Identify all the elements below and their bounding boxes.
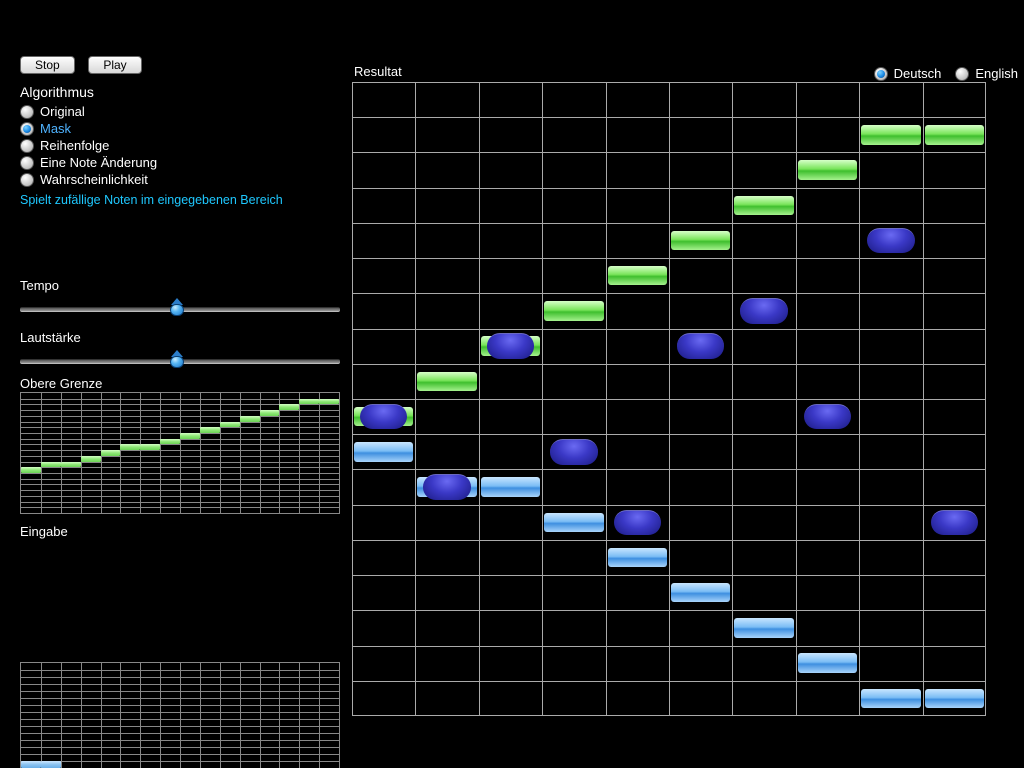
- obere-grenze-bar[interactable]: [120, 444, 140, 450]
- resultat-green-note[interactable]: [925, 125, 984, 144]
- algorithm-options: Original Mask Reihenfolge Eine Note Änderun…: [20, 104, 340, 187]
- radio-icon: [20, 139, 34, 153]
- algorithm-section: Algorithmus Original Mask Reihenfolge Eine …: [20, 84, 340, 207]
- algorithm-heading: Algorithmus: [20, 84, 340, 100]
- volume-section: Lautstärke: [20, 330, 340, 371]
- radio-icon: [20, 173, 34, 187]
- obere-grenze-bar[interactable]: [21, 467, 41, 473]
- obere-grenze-bar[interactable]: [180, 433, 200, 439]
- playback-controls: Stop Play: [20, 56, 142, 74]
- radio-icon: [955, 67, 969, 81]
- algorithm-option-label: Eine Note Änderung: [40, 155, 157, 170]
- resultat-dark-note[interactable]: [804, 404, 851, 429]
- resultat-blue-note[interactable]: [544, 513, 603, 532]
- algorithm-option-reihenfolge[interactable]: Reihenfolge: [20, 138, 340, 153]
- resultat-green-note[interactable]: [798, 160, 857, 179]
- resultat-blue-note[interactable]: [481, 477, 540, 496]
- obere-grenze-bar[interactable]: [319, 399, 339, 405]
- volume-slider[interactable]: [20, 351, 340, 371]
- obere-grenze-bar[interactable]: [101, 450, 121, 456]
- obere-grenze-grid[interactable]: [20, 392, 340, 514]
- algorithm-option-label: Reihenfolge: [40, 138, 109, 153]
- language-option-deutsch[interactable]: Deutsch: [874, 66, 942, 81]
- obere-grenze-bar[interactable]: [240, 416, 260, 422]
- resultat-blue-note[interactable]: [925, 689, 984, 708]
- stop-button[interactable]: Stop: [20, 56, 75, 74]
- resultat-green-note[interactable]: [608, 266, 667, 285]
- obere-grenze-bar[interactable]: [220, 422, 240, 428]
- radio-icon: [20, 156, 34, 170]
- resultat-dark-note[interactable]: [867, 228, 914, 253]
- algorithm-option-label: Original: [40, 104, 85, 119]
- language-option-label: Deutsch: [894, 66, 942, 81]
- language-selector: Deutsch English: [874, 64, 1018, 83]
- resultat-dark-note[interactable]: [740, 298, 787, 323]
- resultat-dark-note[interactable]: [550, 439, 597, 464]
- algorithm-hint: Spielt zufällige Noten im eingegebenen B…: [20, 193, 340, 207]
- obere-grenze-bar[interactable]: [279, 404, 299, 410]
- radio-icon: [20, 105, 34, 119]
- resultat-green-note[interactable]: [861, 125, 920, 144]
- resultat-label: Resultat: [354, 64, 402, 79]
- algorithm-option-eine-note-änderung[interactable]: Eine Note Änderung: [20, 155, 340, 170]
- resultat-dark-note[interactable]: [931, 510, 978, 535]
- tempo-thumb[interactable]: [169, 298, 185, 316]
- resultat-blue-note[interactable]: [671, 583, 730, 602]
- resultat-dark-note[interactable]: [487, 333, 534, 358]
- eingabe-label: Eingabe: [20, 524, 68, 539]
- tempo-label: Tempo: [20, 278, 340, 293]
- resultat-dark-note[interactable]: [423, 474, 470, 499]
- resultat-blue-note[interactable]: [734, 618, 793, 637]
- algorithm-option-label: Mask: [40, 121, 71, 136]
- algorithm-option-label: Wahrscheinlichkeit: [40, 172, 148, 187]
- obere-grenze-bar[interactable]: [81, 456, 101, 462]
- eingabe-grid[interactable]: [20, 662, 340, 768]
- algorithm-option-original[interactable]: Original: [20, 104, 340, 119]
- obere-grenze-label: Obere Grenze: [20, 376, 102, 391]
- eingabe-bar[interactable]: [41, 761, 61, 768]
- tempo-section: Tempo: [20, 278, 340, 319]
- obere-grenze-bar[interactable]: [200, 427, 220, 433]
- resultat-grid[interactable]: [352, 82, 986, 716]
- play-button[interactable]: Play: [88, 56, 141, 74]
- language-option-english[interactable]: English: [955, 66, 1018, 81]
- resultat-green-note[interactable]: [417, 372, 476, 391]
- resultat-blue-note[interactable]: [354, 442, 413, 461]
- algorithm-option-mask[interactable]: Mask: [20, 121, 340, 136]
- resultat-dark-note[interactable]: [614, 510, 661, 535]
- eingabe-bar[interactable]: [21, 761, 41, 768]
- resultat-green-note[interactable]: [544, 301, 603, 320]
- obere-grenze-bar[interactable]: [140, 444, 160, 450]
- resultat-green-note[interactable]: [734, 196, 793, 215]
- obere-grenze-bar[interactable]: [260, 410, 280, 416]
- resultat-blue-note[interactable]: [798, 653, 857, 672]
- volume-thumb[interactable]: [169, 350, 185, 368]
- algorithm-option-wahrscheinlichkeit[interactable]: Wahrscheinlichkeit: [20, 172, 340, 187]
- obere-grenze-bar[interactable]: [41, 462, 61, 468]
- resultat-green-note[interactable]: [671, 231, 730, 250]
- obere-grenze-bar[interactable]: [299, 399, 319, 405]
- obere-grenze-bar[interactable]: [61, 462, 81, 468]
- volume-label: Lautstärke: [20, 330, 340, 345]
- resultat-blue-note[interactable]: [608, 548, 667, 567]
- resultat-blue-note[interactable]: [861, 689, 920, 708]
- radio-icon: [874, 67, 888, 81]
- resultat-dark-note[interactable]: [677, 333, 724, 358]
- language-option-label: English: [975, 66, 1018, 81]
- obere-grenze-bar[interactable]: [160, 439, 180, 445]
- tempo-slider[interactable]: [20, 299, 340, 319]
- resultat-dark-note[interactable]: [360, 404, 407, 429]
- radio-icon: [20, 122, 34, 136]
